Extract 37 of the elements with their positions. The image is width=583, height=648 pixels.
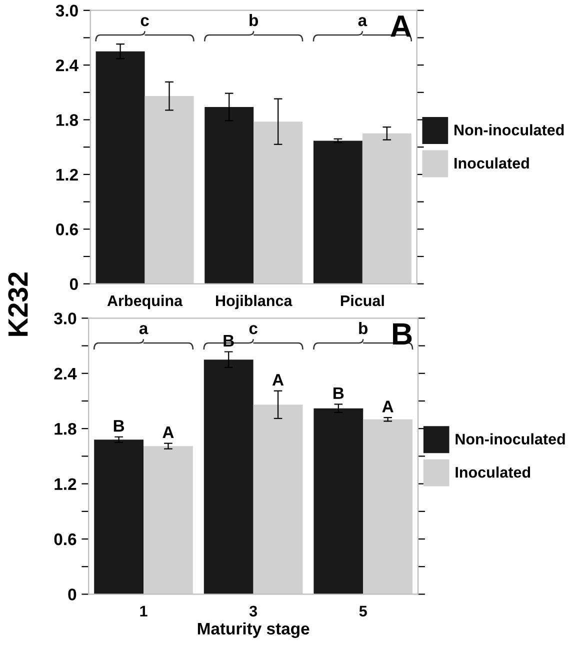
y-tick-label: 2.4 xyxy=(56,59,78,72)
legend-label: Inoculated xyxy=(456,466,530,478)
y-tick-label: 1.2 xyxy=(56,168,78,180)
y-axis-title: K232 xyxy=(8,272,28,336)
annotation: c xyxy=(249,325,258,334)
annotation: a xyxy=(358,17,368,26)
x-tick-label: 5 xyxy=(359,606,367,617)
annotation: b xyxy=(359,322,368,334)
data-label: A xyxy=(382,400,394,412)
y-tick-label: 0.6 xyxy=(54,533,76,546)
y-tick-label: 1.8 xyxy=(54,422,76,435)
chart-title: B xyxy=(393,323,412,344)
y-tick-label: 2.4 xyxy=(54,368,77,380)
x-tick-label: Hojiblanca xyxy=(216,294,292,310)
legend-label: Inoculated xyxy=(454,157,529,169)
y-tick-label: 0 xyxy=(68,588,76,600)
data-label: B xyxy=(334,387,344,399)
data-label: A xyxy=(162,426,174,438)
data-label: A xyxy=(272,374,284,386)
annotation: b xyxy=(250,14,258,26)
data-label: B xyxy=(114,420,124,432)
y-tick-label: 0.6 xyxy=(56,224,78,236)
y-tick-label: 1.8 xyxy=(56,114,78,126)
y-tick-label: 3.0 xyxy=(54,312,76,324)
y-tick-label: 0 xyxy=(70,278,78,290)
y-tick-label: 3.0 xyxy=(56,4,78,17)
x-axis-title: Maturity stage xyxy=(198,622,310,638)
x-tick-label: 1 xyxy=(140,606,148,616)
chart-title: A xyxy=(390,16,412,37)
y-tick-label: 1.2 xyxy=(54,478,76,490)
annotation: c xyxy=(140,17,149,26)
legend-label: Non-inoculated xyxy=(454,124,564,136)
x-tick-label: 3 xyxy=(249,606,258,617)
x-tick-label: Picual xyxy=(340,294,384,306)
legend-label: Non-inoculated xyxy=(456,433,565,444)
annotation: a xyxy=(139,325,148,334)
x-tick-label: Arbequina xyxy=(107,294,183,310)
